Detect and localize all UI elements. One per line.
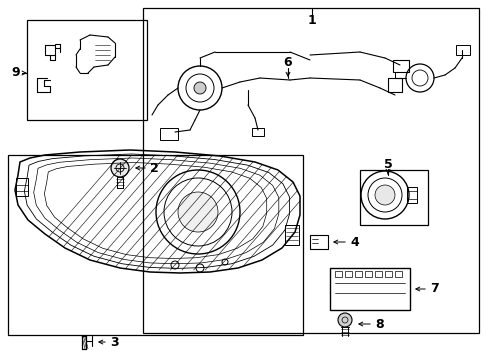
Bar [393, 60, 409, 72]
Bar [385, 271, 392, 277]
Text: 6: 6 [284, 55, 293, 68]
Bar [330, 268, 410, 310]
Bar [407, 187, 417, 203]
Bar [160, 128, 178, 140]
Bar [365, 271, 372, 277]
Bar [355, 271, 362, 277]
Bar [8, 155, 303, 335]
Text: 7: 7 [430, 283, 439, 296]
Bar [285, 225, 299, 245]
Circle shape [194, 82, 206, 94]
Bar [395, 271, 402, 277]
Text: 4: 4 [350, 235, 359, 248]
Circle shape [375, 185, 395, 205]
Text: 8: 8 [375, 318, 384, 330]
Bar [27, 20, 147, 120]
Circle shape [178, 192, 218, 232]
Bar [456, 45, 470, 55]
Circle shape [111, 159, 129, 177]
Text: 2: 2 [150, 162, 159, 175]
Text: 1: 1 [308, 14, 317, 27]
Bar [360, 170, 428, 225]
Bar [310, 235, 328, 249]
Bar [345, 271, 352, 277]
Circle shape [338, 313, 352, 327]
Bar [388, 78, 402, 92]
Bar [335, 271, 342, 277]
Bar [16, 178, 28, 196]
Bar [143, 8, 479, 333]
Text: 5: 5 [384, 158, 392, 171]
Bar [252, 128, 264, 136]
Text: 3: 3 [110, 336, 119, 348]
Text: 9: 9 [11, 67, 20, 80]
Bar [375, 271, 382, 277]
